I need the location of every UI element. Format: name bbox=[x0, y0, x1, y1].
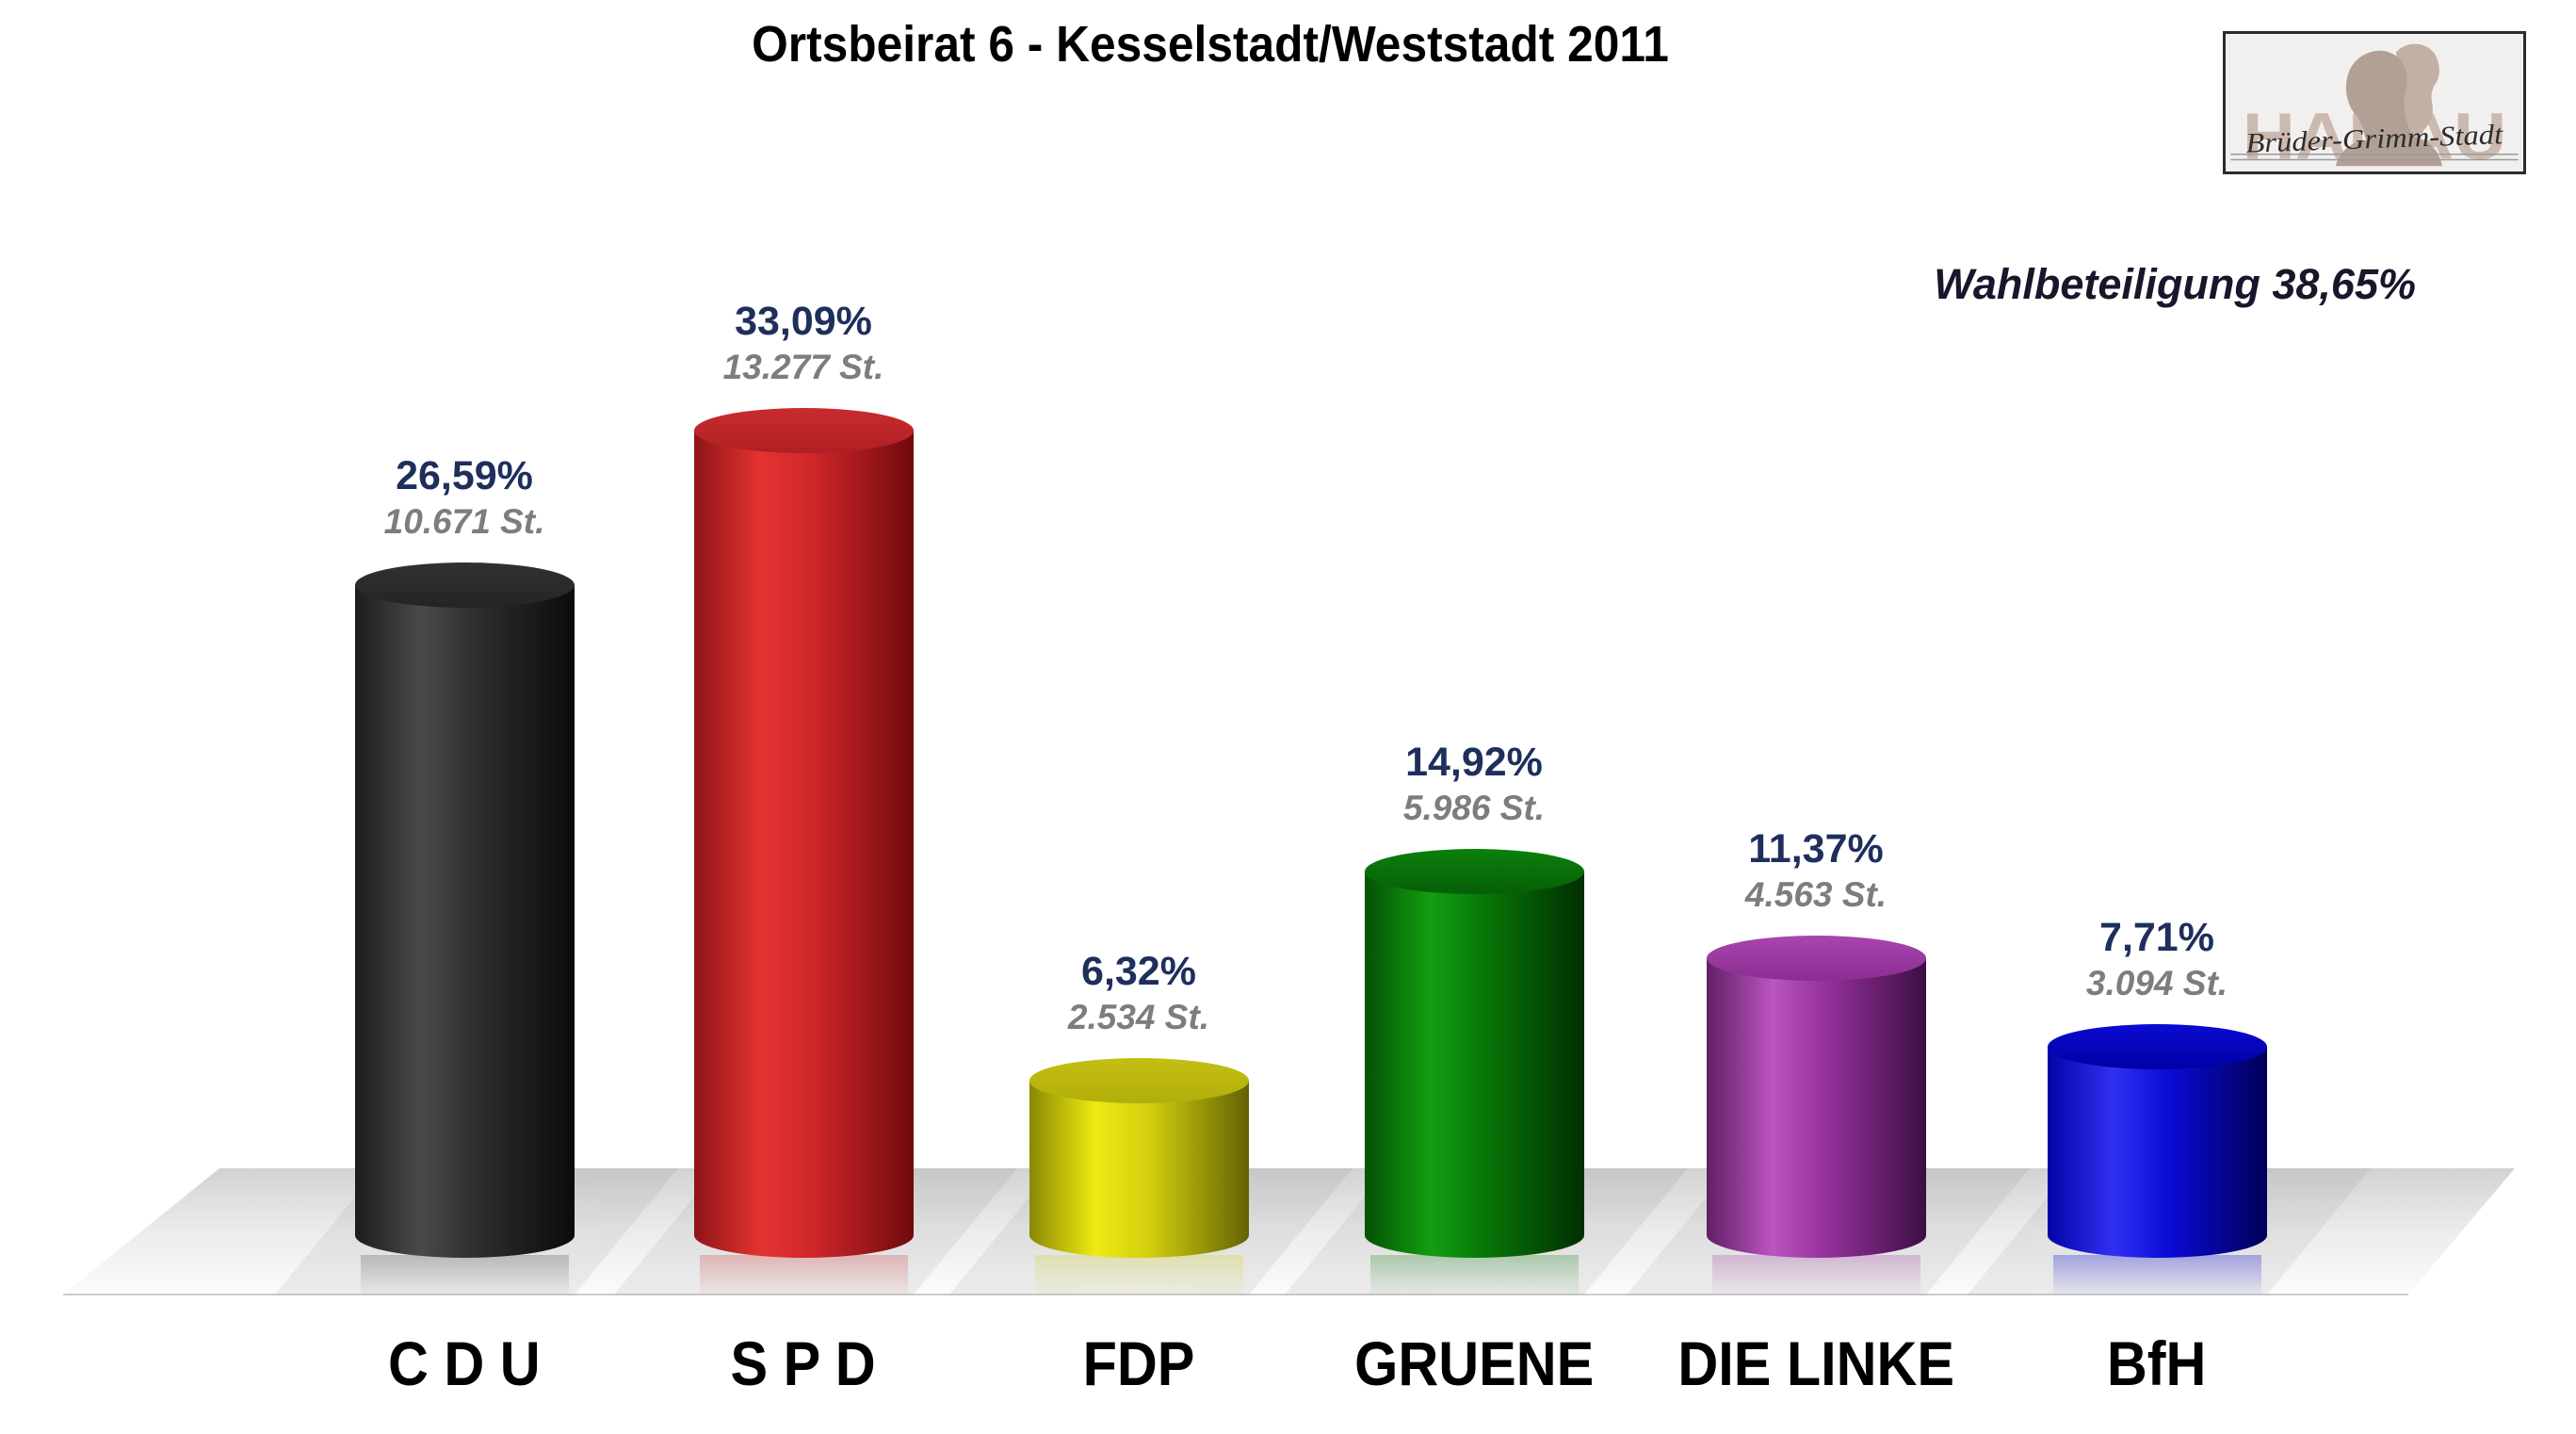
percent-cdu: 26,59% bbox=[396, 453, 533, 498]
page-title: Ortsbeirat 6 - Kesselstadt/Weststadt 201… bbox=[752, 16, 1669, 73]
percent-spd: 33,09% bbox=[735, 299, 872, 344]
value-label-fdp: 6,32% 2.534 St. bbox=[950, 947, 1327, 1039]
votes-gruene: 5.986 St. bbox=[1402, 789, 1546, 827]
votes-die-linke: 4.563 St. bbox=[1744, 875, 1887, 914]
bar-fdp bbox=[1029, 1058, 1249, 1258]
votes-fdp: 2.534 St. bbox=[1067, 998, 1210, 1036]
bar-cdu bbox=[355, 562, 575, 1258]
bar-gruene bbox=[1365, 849, 1584, 1258]
value-label-bfh: 7,71% 3.094 St. bbox=[1968, 913, 2345, 1005]
percent-gruene: 14,92% bbox=[1405, 740, 1543, 785]
turnout-annotation: Wahlbeteiligung 38,65% bbox=[1934, 260, 2416, 308]
value-label-die-linke: 11,37% 4.563 St. bbox=[1628, 824, 2004, 917]
bar-bfh bbox=[2048, 1024, 2267, 1258]
axis-label-cdu: C D U bbox=[388, 1328, 541, 1398]
votes-spd: 13.277 St. bbox=[722, 348, 884, 386]
hanau-logo-graphic: HANAU Brüder-Grimm-Stadt bbox=[2228, 34, 2520, 171]
percent-die-linke: 11,37% bbox=[1748, 826, 1884, 872]
percent-fdp: 6,32% bbox=[1081, 949, 1196, 994]
votes-cdu: 10.671 St. bbox=[383, 502, 545, 541]
bar-die-linke bbox=[1707, 936, 1926, 1258]
axis-label-spd: S P D bbox=[730, 1328, 877, 1398]
axis-label-gruene: GRUENE bbox=[1353, 1328, 1595, 1398]
axis-label-bfh: BfH bbox=[2107, 1328, 2207, 1398]
bar-reflections bbox=[361, 1255, 2261, 1295]
axis-label-die-linke: DIE LINKE bbox=[1677, 1328, 1954, 1398]
value-label-gruene: 14,92% 5.986 St. bbox=[1286, 738, 1662, 830]
percent-bfh: 7,71% bbox=[2099, 915, 2214, 960]
hanau-city-logo: HANAU Brüder-Grimm-Stadt bbox=[2223, 31, 2526, 174]
bar-spd bbox=[694, 408, 914, 1258]
value-label-spd: 33,09% 13.277 St. bbox=[615, 297, 992, 389]
grimm-brothers-silhouette-icon bbox=[2335, 43, 2443, 167]
votes-bfh: 3.094 St. bbox=[2085, 964, 2228, 1002]
value-label-cdu: 26,59% 10.671 St. bbox=[276, 451, 653, 544]
axis-label-fdp: FDP bbox=[1082, 1328, 1195, 1398]
